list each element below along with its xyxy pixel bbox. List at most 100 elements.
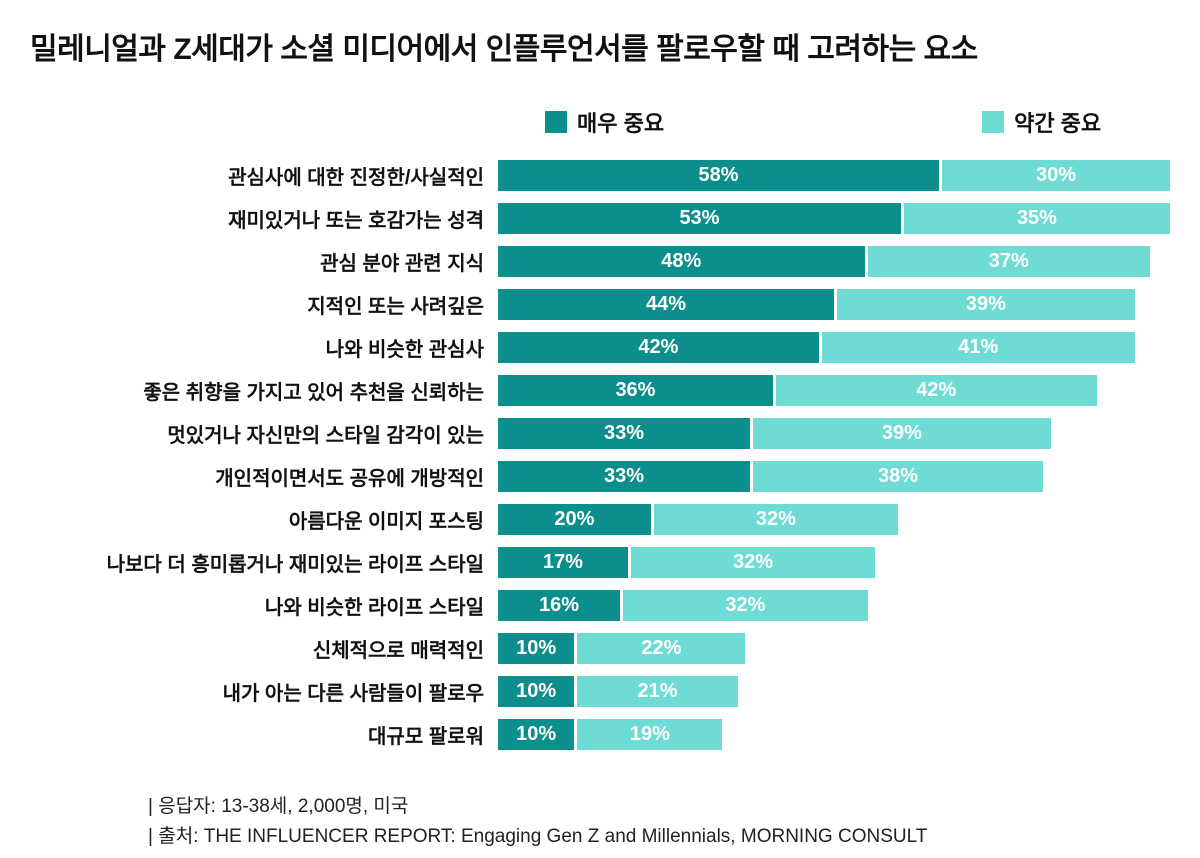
chart-row: 지적인 또는 사려깊은 44% 39% (20, 283, 1200, 326)
legend-label-somewhat-important: 약간 중요 (1014, 111, 1102, 136)
row-label: 대규모 팔로워 (368, 726, 484, 748)
chart-row: 관심 분야 관련 지식 48% 37% (20, 240, 1200, 283)
bar-value: 53% (679, 207, 720, 229)
legend-item-very-important: 매우 중요 (545, 106, 664, 138)
bar-value: 48% (661, 250, 702, 272)
bar-segment-very-important: 17% (498, 547, 628, 578)
chart-row: 대규모 팔로워 10% 19% (20, 713, 1200, 756)
bar-segment-very-important: 44% (498, 289, 834, 320)
bar-value: 19% (629, 723, 670, 745)
bar-segment-somewhat-important: 37% (867, 246, 1151, 277)
legend-item-somewhat-important: 약간 중요 (982, 106, 1101, 138)
bar-segment-somewhat-important: 32% (630, 547, 876, 578)
legend-label-very-important: 매우 중요 (577, 111, 665, 136)
row-label: 관심사에 대한 진정한/사실적인 (228, 167, 484, 189)
row-label: 재미있거나 또는 호감가는 성격 (228, 210, 484, 232)
bar-value: 33% (603, 422, 645, 444)
row-label: 내가 아는 다른 사람들이 팔로우 (222, 683, 484, 705)
bar-track: 33% 39% (498, 418, 1170, 449)
chart-legend: 매우 중요 약간 중요 (545, 106, 1200, 138)
bar-value: 10% (516, 680, 557, 702)
bar-track: 17% 32% (498, 547, 1170, 578)
bar-value: 20% (554, 508, 595, 530)
bar-value: 32% (755, 508, 796, 530)
bar-value: 58% (698, 164, 739, 186)
row-label: 나와 비슷한 관심사 (325, 339, 484, 361)
chart-footer: | 응답자: 13-38세, 2,000명, 미국 | 출처: THE INFL… (148, 792, 1200, 853)
chart-row: 관심사에 대한 진정한/사실적인 58% 30% (20, 154, 1200, 197)
bar-segment-somewhat-important: 39% (753, 418, 1051, 449)
bar-track: 33% 38% (498, 461, 1170, 492)
chart-row: 아름다운 이미지 포스팅 20% 32% (20, 498, 1200, 541)
row-label: 관심 분야 관련 지식 (320, 253, 484, 275)
row-label: 좋은 취향을 가지고 있어 추천을 신뢰하는 (143, 382, 484, 404)
bar-value: 10% (516, 637, 557, 659)
bar-segment-somewhat-important: 32% (623, 590, 868, 621)
bar-track: 16% 32% (498, 590, 1170, 621)
bar-value: 39% (965, 293, 1006, 315)
bar-track: 10% 19% (498, 719, 1170, 750)
bar-segment-somewhat-important: 35% (903, 203, 1170, 234)
footer-source: | 출처: THE INFLUENCER REPORT: Engaging Ge… (148, 826, 928, 848)
bar-segment-somewhat-important: 30% (941, 160, 1170, 191)
bar-value: 42% (916, 379, 957, 401)
bar-segment-very-important: 20% (498, 504, 651, 535)
bar-segment-very-important: 10% (498, 676, 575, 707)
bar-value: 21% (637, 680, 678, 702)
bar-value: 35% (1016, 207, 1057, 229)
bar-segment-somewhat-important: 41% (821, 332, 1135, 363)
legend-swatch-somewhat-important (982, 111, 1005, 133)
bar-track: 48% 37% (498, 246, 1170, 277)
bar-value: 37% (988, 250, 1029, 272)
row-label: 나보다 더 흥미롭거나 재미있는 라이프 스타일 (106, 554, 484, 576)
bar-value: 42% (638, 336, 679, 358)
bar-segment-very-important: 33% (498, 418, 750, 449)
bar-segment-very-important: 53% (498, 203, 901, 234)
bar-value: 17% (542, 551, 583, 573)
chart-row: 나와 비슷한 라이프 스타일 16% 32% (20, 584, 1200, 627)
bar-segment-very-important: 48% (498, 246, 865, 277)
bar-track: 10% 22% (498, 633, 1170, 664)
row-label: 지적인 또는 사려깊은 (307, 296, 484, 318)
row-label: 개인적이면서도 공유에 개방적인 (215, 468, 484, 490)
bar-track: 36% 42% (498, 375, 1170, 406)
row-label: 신체적으로 매력적인 (312, 640, 484, 662)
bar-track: 20% 32% (498, 504, 1170, 535)
row-label: 나와 비슷한 라이프 스타일 (264, 597, 484, 619)
bar-track: 58% 30% (498, 160, 1170, 191)
bar-value: 32% (732, 551, 773, 573)
chart-row: 신체적으로 매력적인 10% 22% (20, 627, 1200, 670)
bar-value: 36% (615, 379, 656, 401)
footer-respondents: | 응답자: 13-38세, 2,000명, 미국 (148, 796, 409, 817)
bar-segment-somewhat-important: 38% (753, 461, 1044, 492)
bar-value: 33% (603, 465, 645, 487)
bar-segment-very-important: 42% (498, 332, 819, 363)
bar-value: 32% (725, 594, 766, 616)
bar-value: 10% (516, 723, 557, 745)
bar-segment-very-important: 16% (498, 590, 621, 621)
chart-rows: 관심사에 대한 진정한/사실적인 58% 30% 재미있거나 또는 호감가는 성격 53… (20, 154, 1200, 756)
bar-segment-very-important: 33% (498, 461, 750, 492)
bar-value: 41% (958, 336, 999, 358)
bar-value: 22% (641, 637, 682, 659)
bar-segment-very-important: 10% (498, 633, 575, 664)
bar-value: 39% (881, 422, 922, 444)
chart-row: 멋있거나 자신만의 스타일 감각이 있는 33% 39% (20, 412, 1200, 455)
bar-value: 16% (539, 594, 580, 616)
chart-row: 나와 비슷한 관심사 42% 41% (20, 326, 1200, 369)
bar-segment-somewhat-important: 22% (577, 633, 746, 664)
chart-row: 좋은 취향을 가지고 있어 추천을 신뢰하는 36% 42% (20, 369, 1200, 412)
bar-segment-very-important: 36% (498, 375, 773, 406)
row-label: 멋있거나 자신만의 스타일 감각이 있는 (167, 425, 484, 447)
bar-segment-somewhat-important: 39% (837, 289, 1135, 320)
bar-value: 30% (1035, 164, 1076, 186)
chart-row: 나보다 더 흥미롭거나 재미있는 라이프 스타일 17% 32% (20, 541, 1200, 584)
bar-value: 38% (878, 465, 919, 487)
legend-swatch-very-important (545, 111, 567, 133)
bar-track: 10% 21% (498, 676, 1170, 707)
bar-value: 44% (645, 293, 687, 315)
bar-segment-very-important: 58% (498, 160, 939, 191)
bar-track: 42% 41% (498, 332, 1170, 363)
bar-track: 44% 39% (498, 289, 1170, 320)
bar-segment-very-important: 10% (498, 719, 575, 750)
